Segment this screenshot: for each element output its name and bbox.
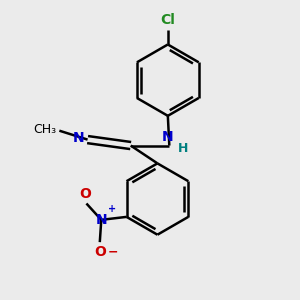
Text: O: O — [79, 187, 91, 200]
Text: −: − — [107, 246, 118, 259]
Text: N: N — [73, 131, 85, 145]
Text: N: N — [95, 213, 107, 227]
Text: H: H — [178, 142, 189, 155]
Text: CH₃: CH₃ — [33, 123, 56, 136]
Text: N: N — [162, 130, 174, 144]
Text: +: + — [108, 205, 116, 214]
Text: O: O — [94, 245, 106, 259]
Text: Cl: Cl — [160, 13, 175, 27]
